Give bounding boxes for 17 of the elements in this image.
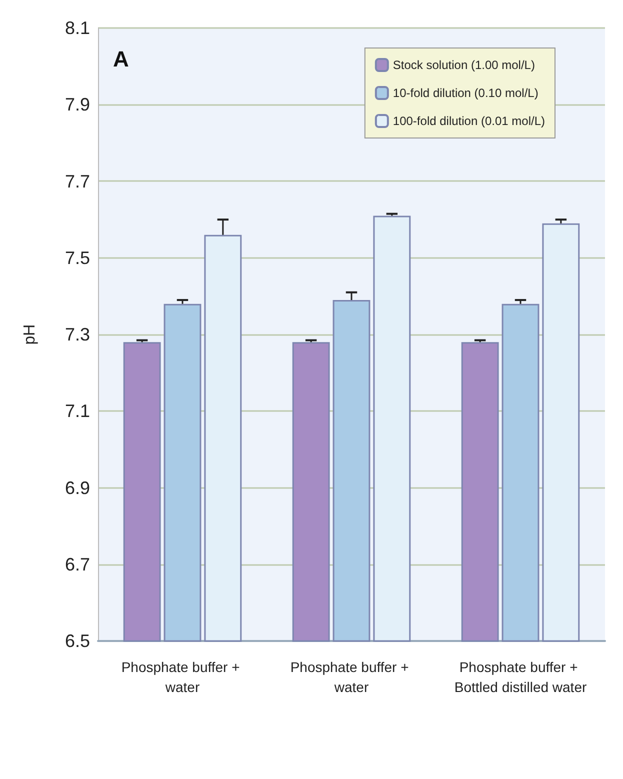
x-tick-label: Phosphate buffer + Bottled distilled water [454, 659, 587, 695]
x-tick-label: Phosphate buffer + water [290, 659, 413, 695]
y-tick-label: 7.9 [64, 94, 90, 115]
y-tick-label: 7.3 [64, 324, 90, 344]
legend-label: Stock solution (1.00 mol/L) [392, 58, 535, 72]
y-axis-title: pH [22, 324, 38, 345]
legend-label: 100-fold dilution (0.01 mol/L) [392, 114, 546, 128]
y-tick-label: 7.7 [64, 171, 90, 192]
legend-label: 10-fold dilution (0.10 mol/L) [392, 86, 538, 100]
text: A [113, 46, 129, 72]
y-tick-label: 7.5 [64, 248, 90, 268]
x-tick-label: Phosphate buffer + water [121, 659, 244, 695]
y-tick-label: 7.1 [64, 401, 90, 422]
y-tick-label: 8.1 [64, 18, 90, 38]
y-tick-label: 6.9 [64, 478, 90, 498]
y-tick-label: 6.5 [64, 631, 90, 651]
y-tick-label: 6.7 [64, 554, 90, 574]
